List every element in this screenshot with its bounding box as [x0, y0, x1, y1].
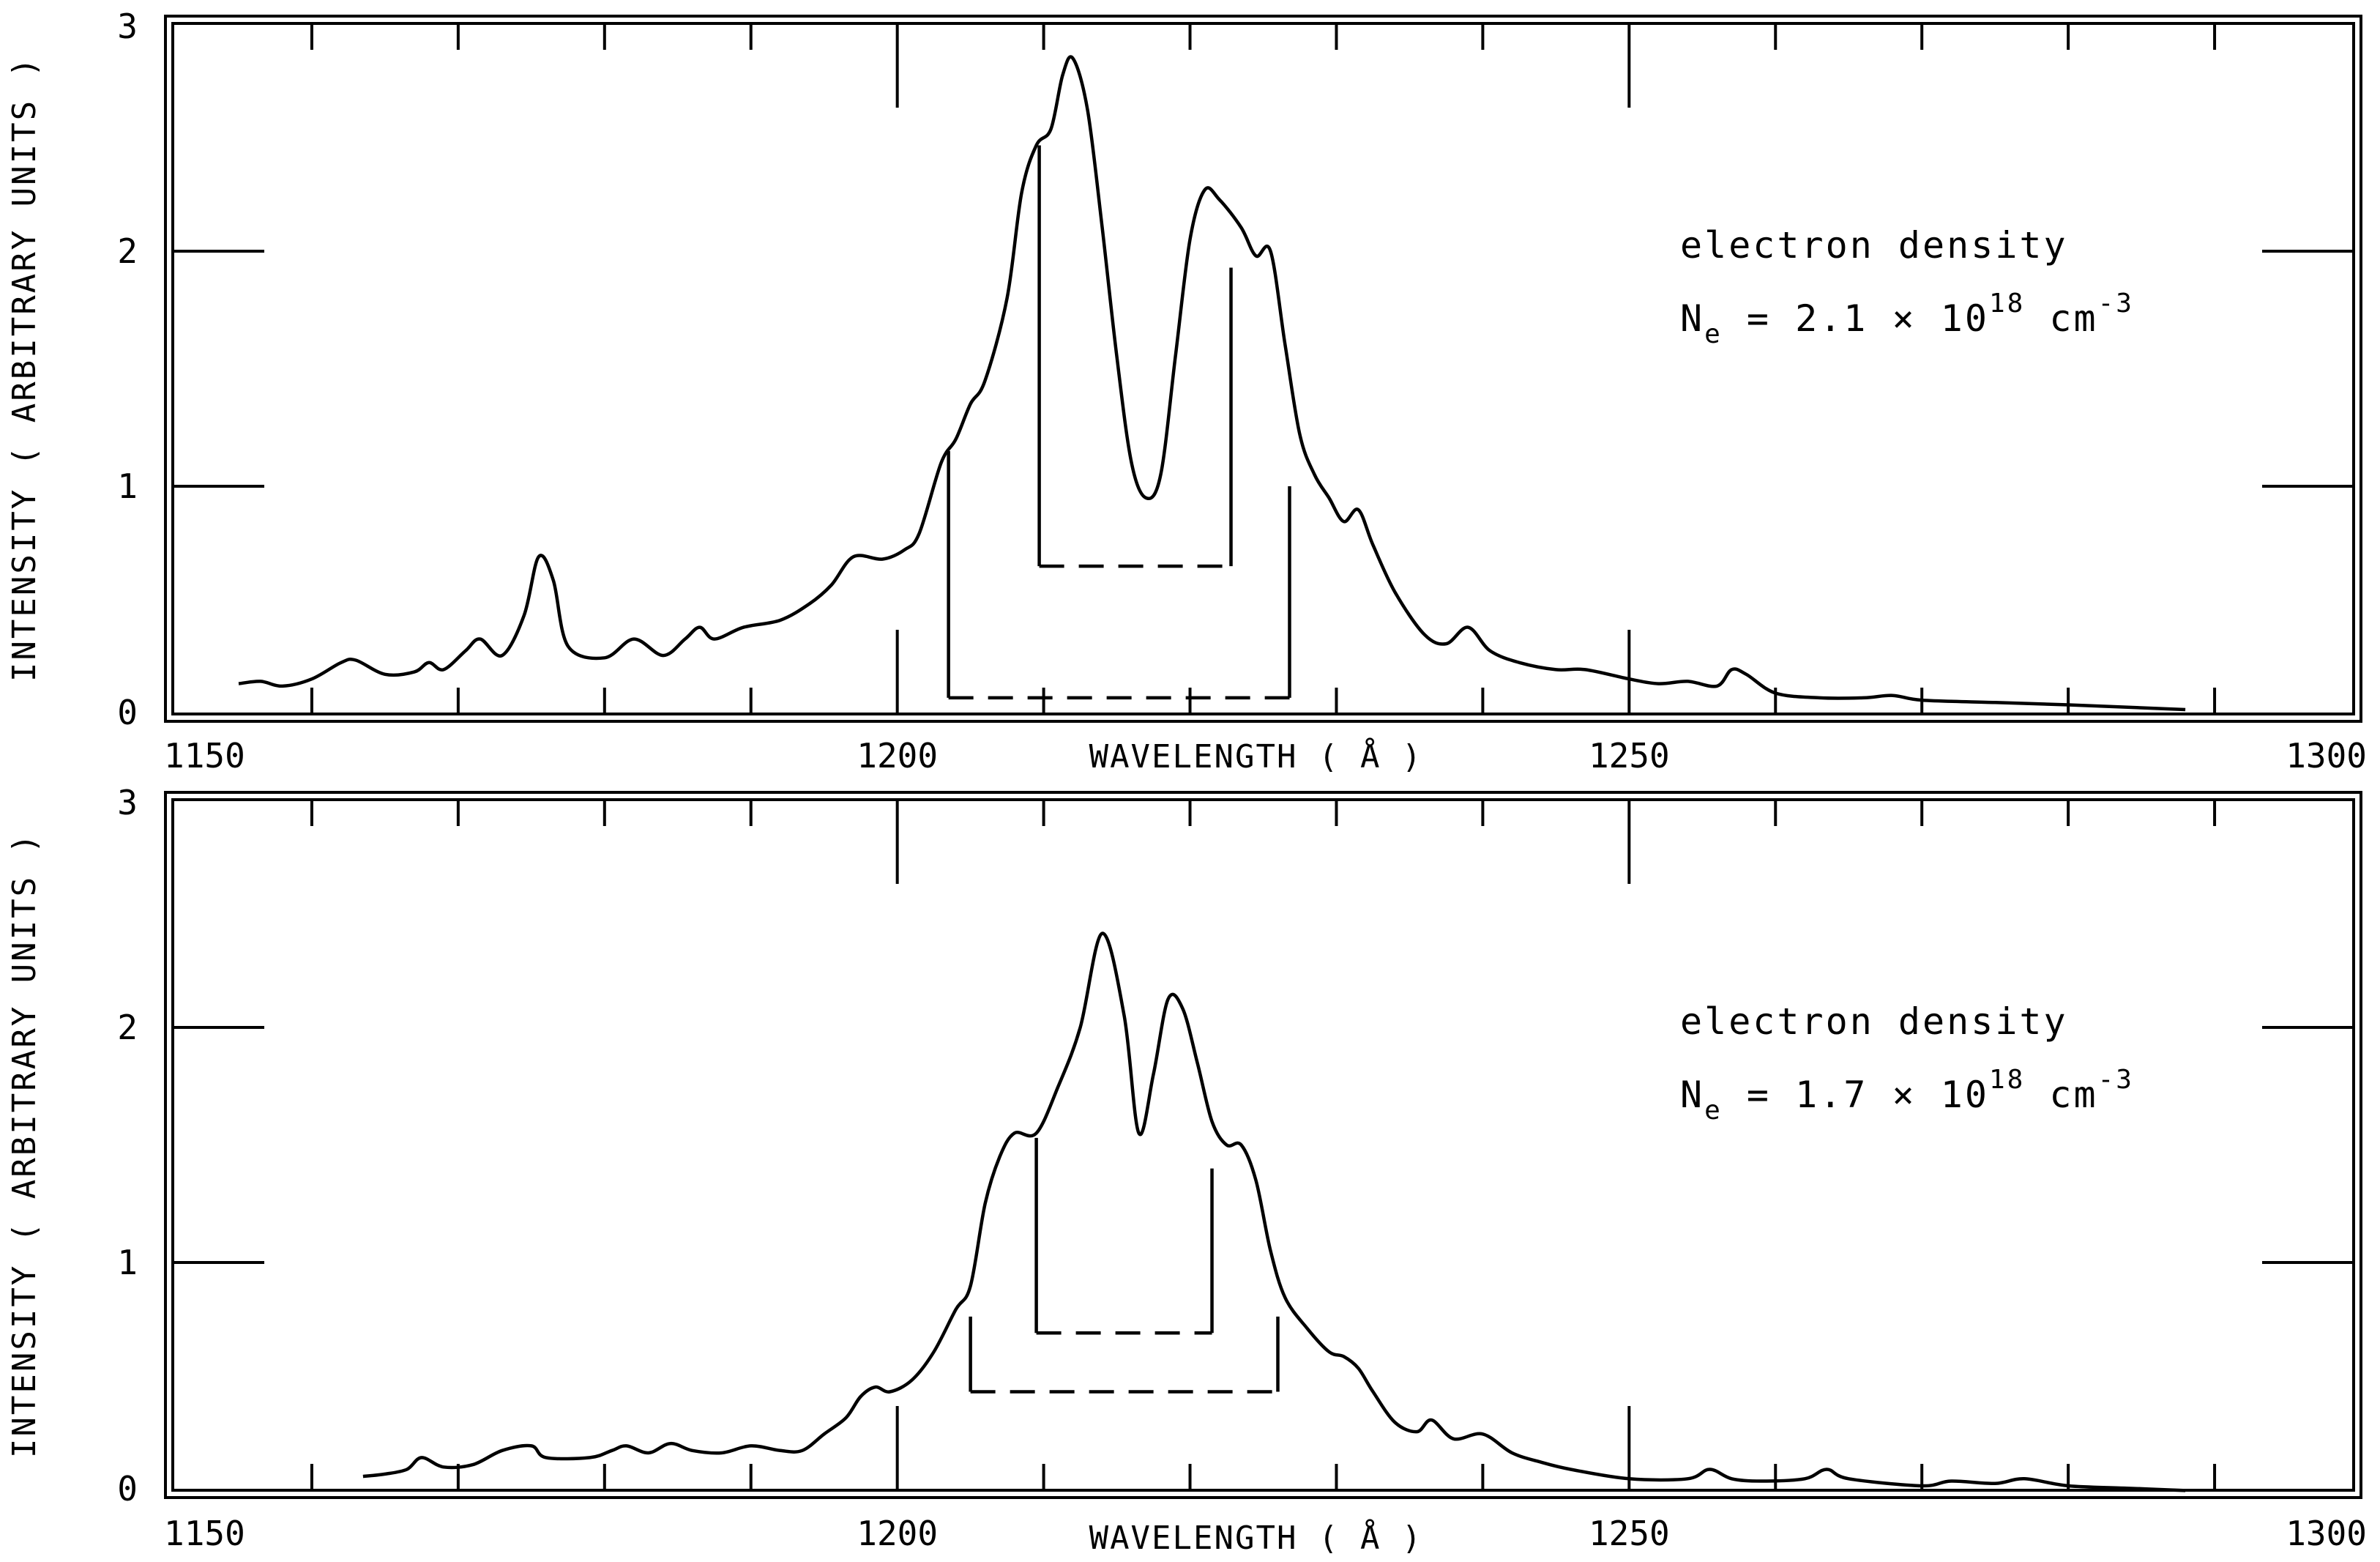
- annotation-ne-part: = 2.1 × 10: [1723, 297, 1989, 340]
- annotation-ne-part: N: [1680, 1074, 1704, 1116]
- x-tick-label: 1150: [164, 736, 245, 776]
- x-tick-label: 1250: [1589, 736, 1670, 776]
- spectrum-line: [238, 55, 2186, 712]
- annotation-electron-density: electron density: [1680, 224, 2068, 267]
- annotation-ne-part: e: [1704, 1096, 1723, 1126]
- x-tick-label: 1200: [857, 736, 938, 776]
- annotation-ne-part: 18: [1989, 289, 2025, 319]
- annotation-ne-value: Ne = 1.7 × 1018 cm-3: [1680, 1065, 2134, 1126]
- chart-panel-bottom: 0 1 2 3 1150 1200 1250 1300 WAVELENGTH ( Å ) INTE…: [6, 783, 2367, 1557]
- annotation-ne-value: Ne = 2.1 × 1018 cm-3: [1680, 289, 2134, 349]
- annotation-ne-part: -3: [2098, 1065, 2134, 1095]
- x-tick-label: 1300: [2286, 1514, 2367, 1553]
- plot-frame-inner: [171, 798, 2355, 1492]
- y-tick-label: 0: [117, 693, 138, 732]
- y-tick-label: 3: [117, 783, 138, 822]
- x-tick-label: 1300: [2286, 736, 2367, 776]
- y-axis-title: INTENSITY ( ARBITRARY UNITS ): [6, 832, 43, 1458]
- y-tick-label: 2: [117, 1008, 138, 1047]
- annotation-ne-part: -3: [2098, 289, 2134, 319]
- annotation-ne-part: N: [1680, 297, 1704, 340]
- plot-frame-outer: [164, 15, 2362, 723]
- spectrum-line: [362, 931, 2186, 1492]
- y-tick-label: 3: [117, 7, 138, 46]
- chart-panel-top: 0 1 2 3 1150 1200 1250 1300 WAVELENGTH ( Å ) INTE…: [6, 7, 2367, 776]
- annotation-ne-part: cm: [2025, 1074, 2097, 1116]
- x-tick-label: 1150: [164, 1514, 245, 1553]
- annotation-electron-density: electron density: [1680, 1000, 2068, 1043]
- y-tick-label: 1: [117, 466, 138, 506]
- plot-frame-outer: [164, 791, 2362, 1499]
- y-axis-title: INTENSITY ( ARBITRARY UNITS ): [6, 56, 43, 682]
- annotation-ne-part: = 1.7 × 10: [1723, 1074, 1989, 1116]
- annotation-ne-part: e: [1704, 319, 1723, 349]
- x-axis-title: WAVELENGTH ( Å ): [1089, 737, 1423, 776]
- annotation-ne-part: cm: [2025, 297, 2097, 340]
- y-tick-label: 1: [117, 1243, 138, 1282]
- y-tick-label: 2: [117, 231, 138, 271]
- x-tick-label: 1250: [1589, 1514, 1670, 1553]
- plot-frame-inner: [171, 22, 2355, 715]
- annotation-ne-part: 18: [1989, 1065, 2025, 1095]
- x-tick-label: 1200: [857, 1514, 938, 1553]
- y-tick-label: 0: [117, 1469, 138, 1509]
- x-axis-title: WAVELENGTH ( Å ): [1089, 1518, 1423, 1557]
